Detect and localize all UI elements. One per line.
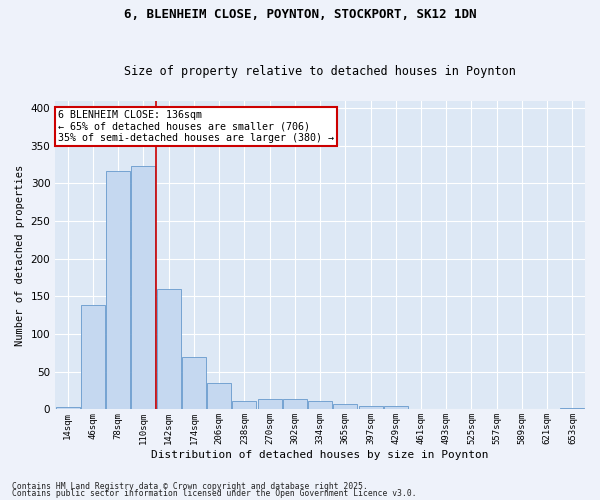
Y-axis label: Number of detached properties: Number of detached properties: [15, 164, 25, 346]
Text: Contains public sector information licensed under the Open Government Licence v3: Contains public sector information licen…: [12, 489, 416, 498]
Bar: [81, 306, 105, 410]
Bar: [131, 166, 155, 410]
Bar: [560, 408, 584, 410]
Bar: [359, 406, 383, 409]
Bar: [308, 401, 332, 409]
Bar: [207, 383, 231, 409]
Bar: [257, 399, 281, 409]
Bar: [409, 408, 433, 410]
Bar: [232, 401, 256, 409]
X-axis label: Distribution of detached houses by size in Poynton: Distribution of detached houses by size …: [151, 450, 489, 460]
Title: Size of property relative to detached houses in Poynton: Size of property relative to detached ho…: [124, 66, 516, 78]
Text: 6, BLENHEIM CLOSE, POYNTON, STOCKPORT, SK12 1DN: 6, BLENHEIM CLOSE, POYNTON, STOCKPORT, S…: [124, 8, 476, 20]
Bar: [384, 406, 408, 409]
Bar: [283, 399, 307, 409]
Text: Contains HM Land Registry data © Crown copyright and database right 2025.: Contains HM Land Registry data © Crown c…: [12, 482, 368, 491]
Bar: [106, 170, 130, 410]
Bar: [334, 404, 357, 409]
Bar: [157, 289, 181, 410]
Bar: [56, 407, 80, 410]
Bar: [434, 408, 458, 410]
Bar: [182, 356, 206, 410]
Text: 6 BLENHEIM CLOSE: 136sqm
← 65% of detached houses are smaller (706)
35% of semi-: 6 BLENHEIM CLOSE: 136sqm ← 65% of detach…: [58, 110, 334, 143]
